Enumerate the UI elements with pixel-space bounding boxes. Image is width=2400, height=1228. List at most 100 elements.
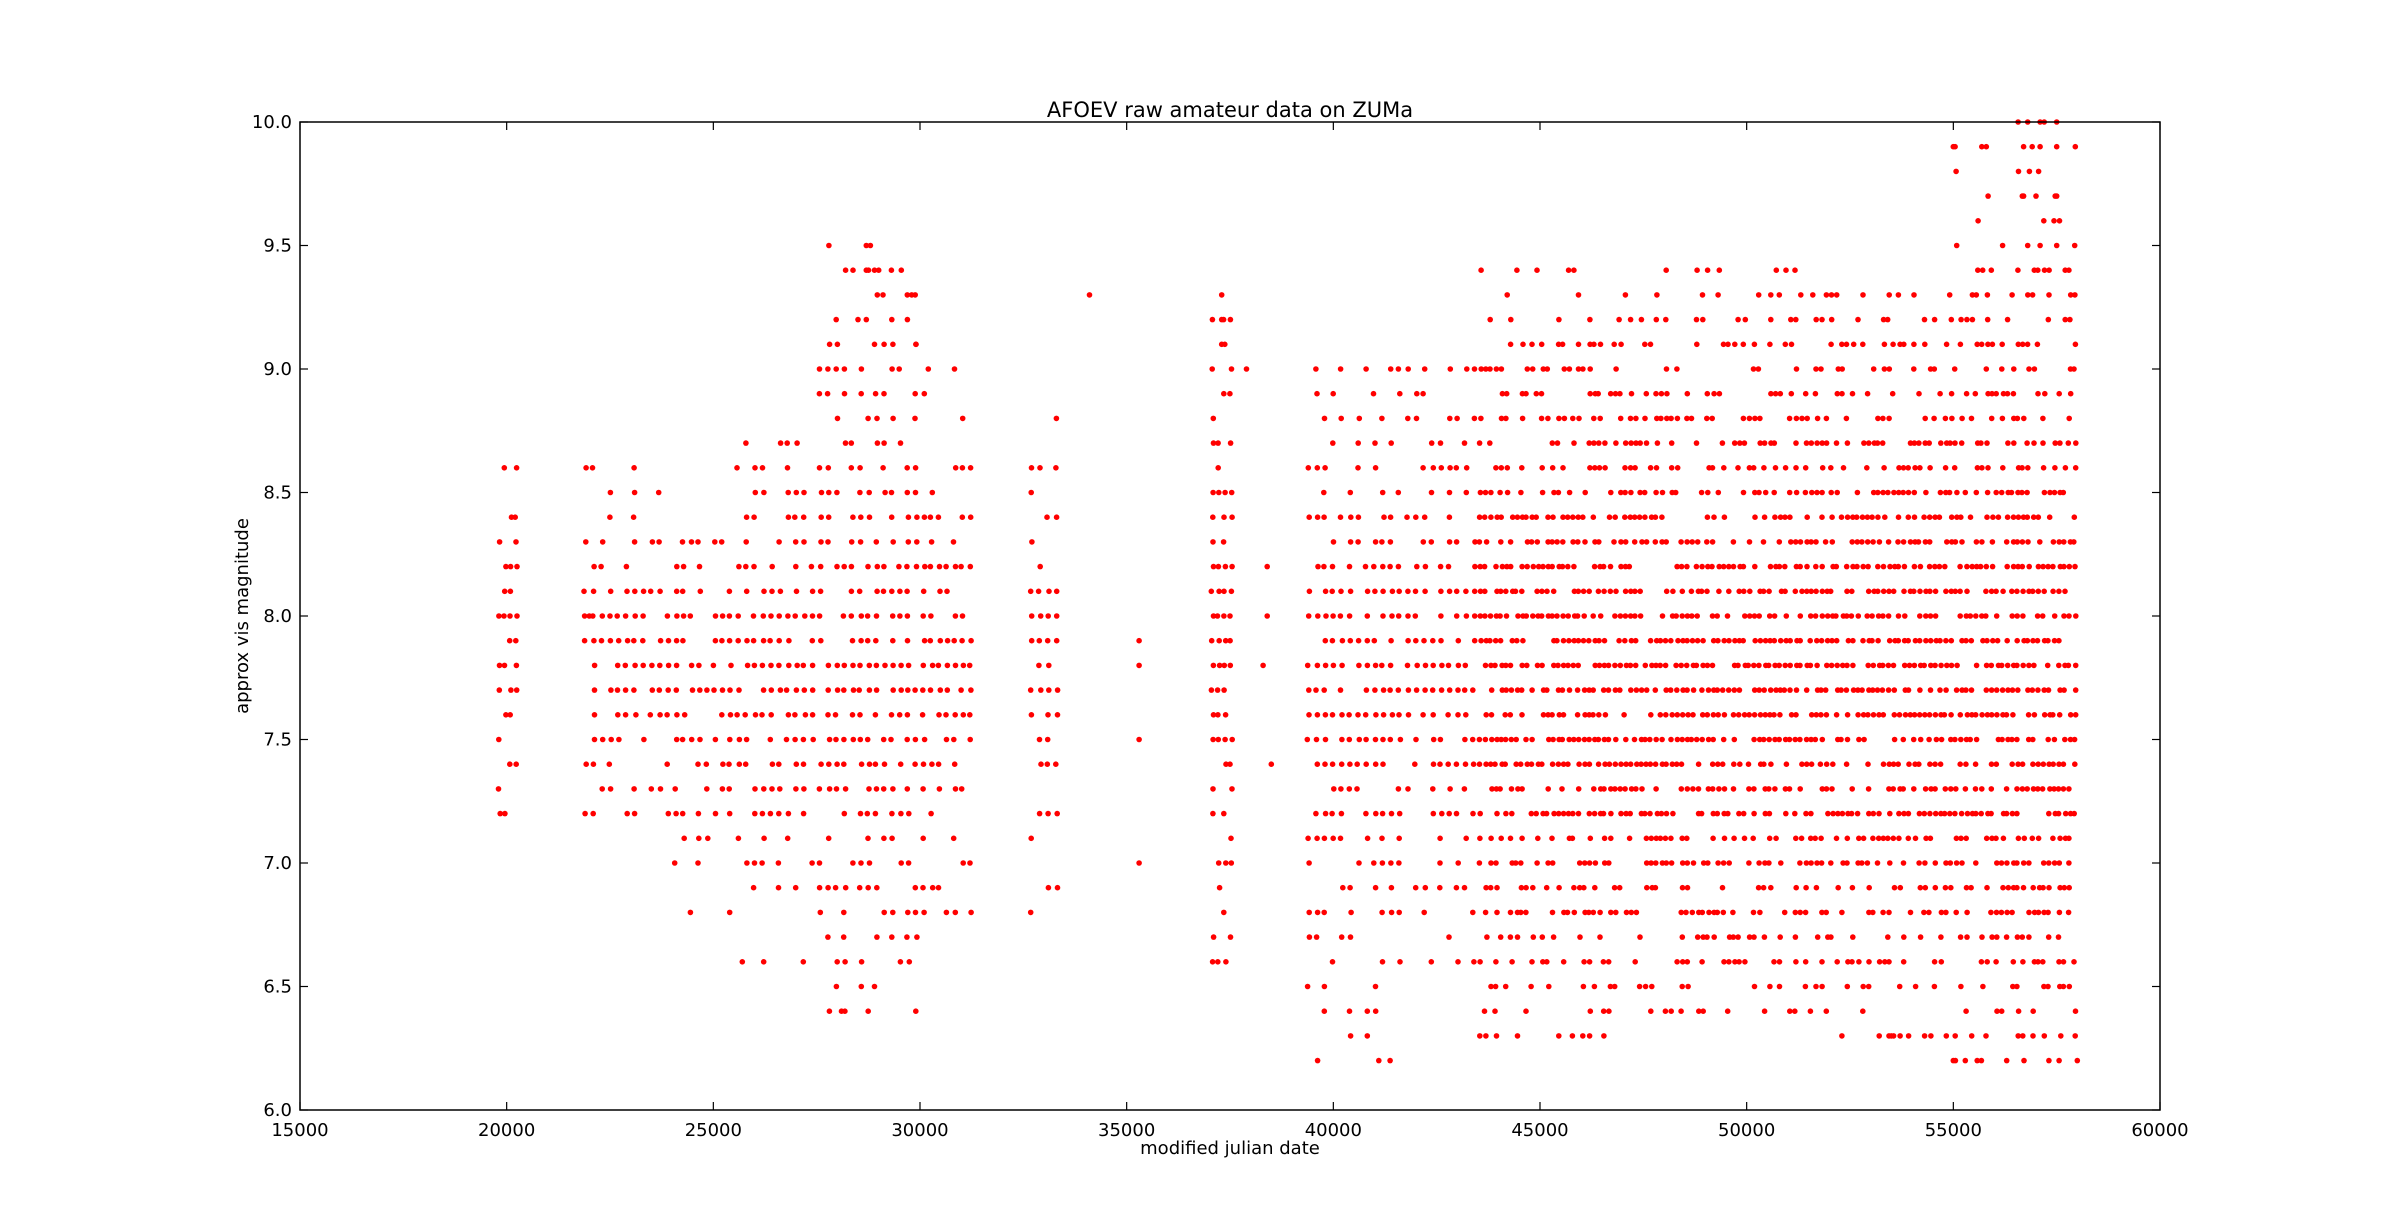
data-point	[1657, 662, 1663, 669]
data-point	[2045, 934, 2052, 940]
data-point	[1737, 761, 1743, 767]
data-point	[1856, 736, 1862, 743]
data-point	[2019, 341, 2026, 348]
data-point	[1507, 662, 1514, 669]
data-point	[2072, 761, 2078, 767]
data-point	[2026, 909, 2032, 916]
data-point	[1396, 860, 1402, 866]
data-point	[777, 687, 784, 693]
data-point	[1755, 884, 1762, 891]
data-point	[1761, 465, 1767, 471]
data-point	[1483, 366, 1489, 372]
data-point	[734, 712, 740, 718]
data-point	[1447, 465, 1453, 471]
data-point	[882, 662, 888, 669]
data-point	[2056, 712, 2063, 718]
data-point	[1608, 909, 1614, 916]
data-point	[607, 613, 613, 619]
data-point	[1658, 810, 1665, 817]
data-point	[1222, 637, 1229, 644]
data-point	[1874, 860, 1881, 866]
data-point	[1684, 563, 1690, 570]
data-point	[1329, 588, 1335, 595]
data-point	[1337, 366, 1344, 372]
data-point	[1210, 539, 1216, 545]
data-point	[1556, 712, 1563, 718]
data-point	[719, 786, 726, 792]
data-point	[1571, 267, 1577, 274]
data-point	[1948, 736, 1954, 743]
data-point	[2045, 637, 2051, 644]
data-point	[1768, 292, 1774, 298]
data-point	[1412, 613, 1419, 619]
data-point	[1446, 489, 1453, 496]
data-point	[1797, 563, 1803, 570]
data-point	[858, 514, 864, 520]
data-point	[904, 588, 910, 595]
data-point	[1543, 884, 1550, 891]
data-point	[1716, 563, 1722, 570]
data-point	[1870, 539, 1876, 545]
data-point	[1886, 786, 1892, 792]
data-point	[1860, 637, 1866, 644]
data-point	[1948, 514, 1955, 520]
data-point	[1453, 465, 1460, 471]
data-point	[1700, 316, 1706, 323]
data-point	[1659, 539, 1665, 545]
data-point	[1396, 588, 1402, 595]
data-point	[867, 242, 874, 249]
data-point	[1591, 786, 1597, 792]
data-point	[1659, 613, 1666, 619]
data-point	[1540, 712, 1547, 718]
data-point	[1941, 810, 1948, 817]
data-point	[943, 563, 949, 570]
data-point	[1808, 810, 1814, 817]
data-point	[1606, 761, 1613, 767]
data-point	[801, 489, 807, 496]
data-point	[1716, 786, 1722, 792]
data-point	[1555, 761, 1562, 767]
data-point	[898, 860, 904, 866]
data-point	[1777, 390, 1784, 397]
data-point	[1757, 637, 1764, 644]
data-point	[1222, 489, 1228, 496]
data-point	[1507, 712, 1514, 718]
data-point	[1597, 909, 1603, 916]
data-point	[1644, 884, 1650, 891]
data-point	[1514, 687, 1521, 693]
data-point	[2030, 637, 2036, 644]
data-point	[2061, 539, 2067, 545]
data-point	[1549, 835, 1555, 842]
data-point	[1354, 786, 1360, 792]
data-point	[1477, 563, 1483, 570]
data-point	[1793, 316, 1799, 323]
data-point	[1210, 489, 1216, 496]
data-point	[1045, 712, 1051, 718]
data-point	[735, 835, 742, 842]
data-point	[1864, 613, 1870, 619]
data-point	[1229, 786, 1235, 792]
data-point	[1799, 588, 1805, 595]
data-point	[952, 465, 959, 471]
data-point	[1590, 909, 1597, 916]
data-point	[1745, 662, 1751, 669]
data-point	[1653, 786, 1659, 792]
data-point	[2051, 786, 2057, 792]
data-point	[695, 810, 702, 817]
data-point	[1679, 588, 1686, 595]
data-point	[904, 637, 911, 644]
data-point	[1850, 514, 1856, 520]
data-point	[920, 662, 927, 669]
data-point	[673, 637, 680, 644]
data-point	[896, 563, 902, 570]
data-point	[2019, 465, 2025, 471]
data-point	[591, 563, 597, 570]
data-point	[1891, 736, 1898, 743]
data-point	[1462, 761, 1469, 767]
data-point	[784, 465, 791, 471]
data-point	[1938, 662, 1944, 669]
data-point	[1492, 1008, 1498, 1014]
data-point	[1529, 366, 1536, 372]
data-point	[1559, 786, 1565, 792]
data-point	[2020, 662, 2026, 669]
